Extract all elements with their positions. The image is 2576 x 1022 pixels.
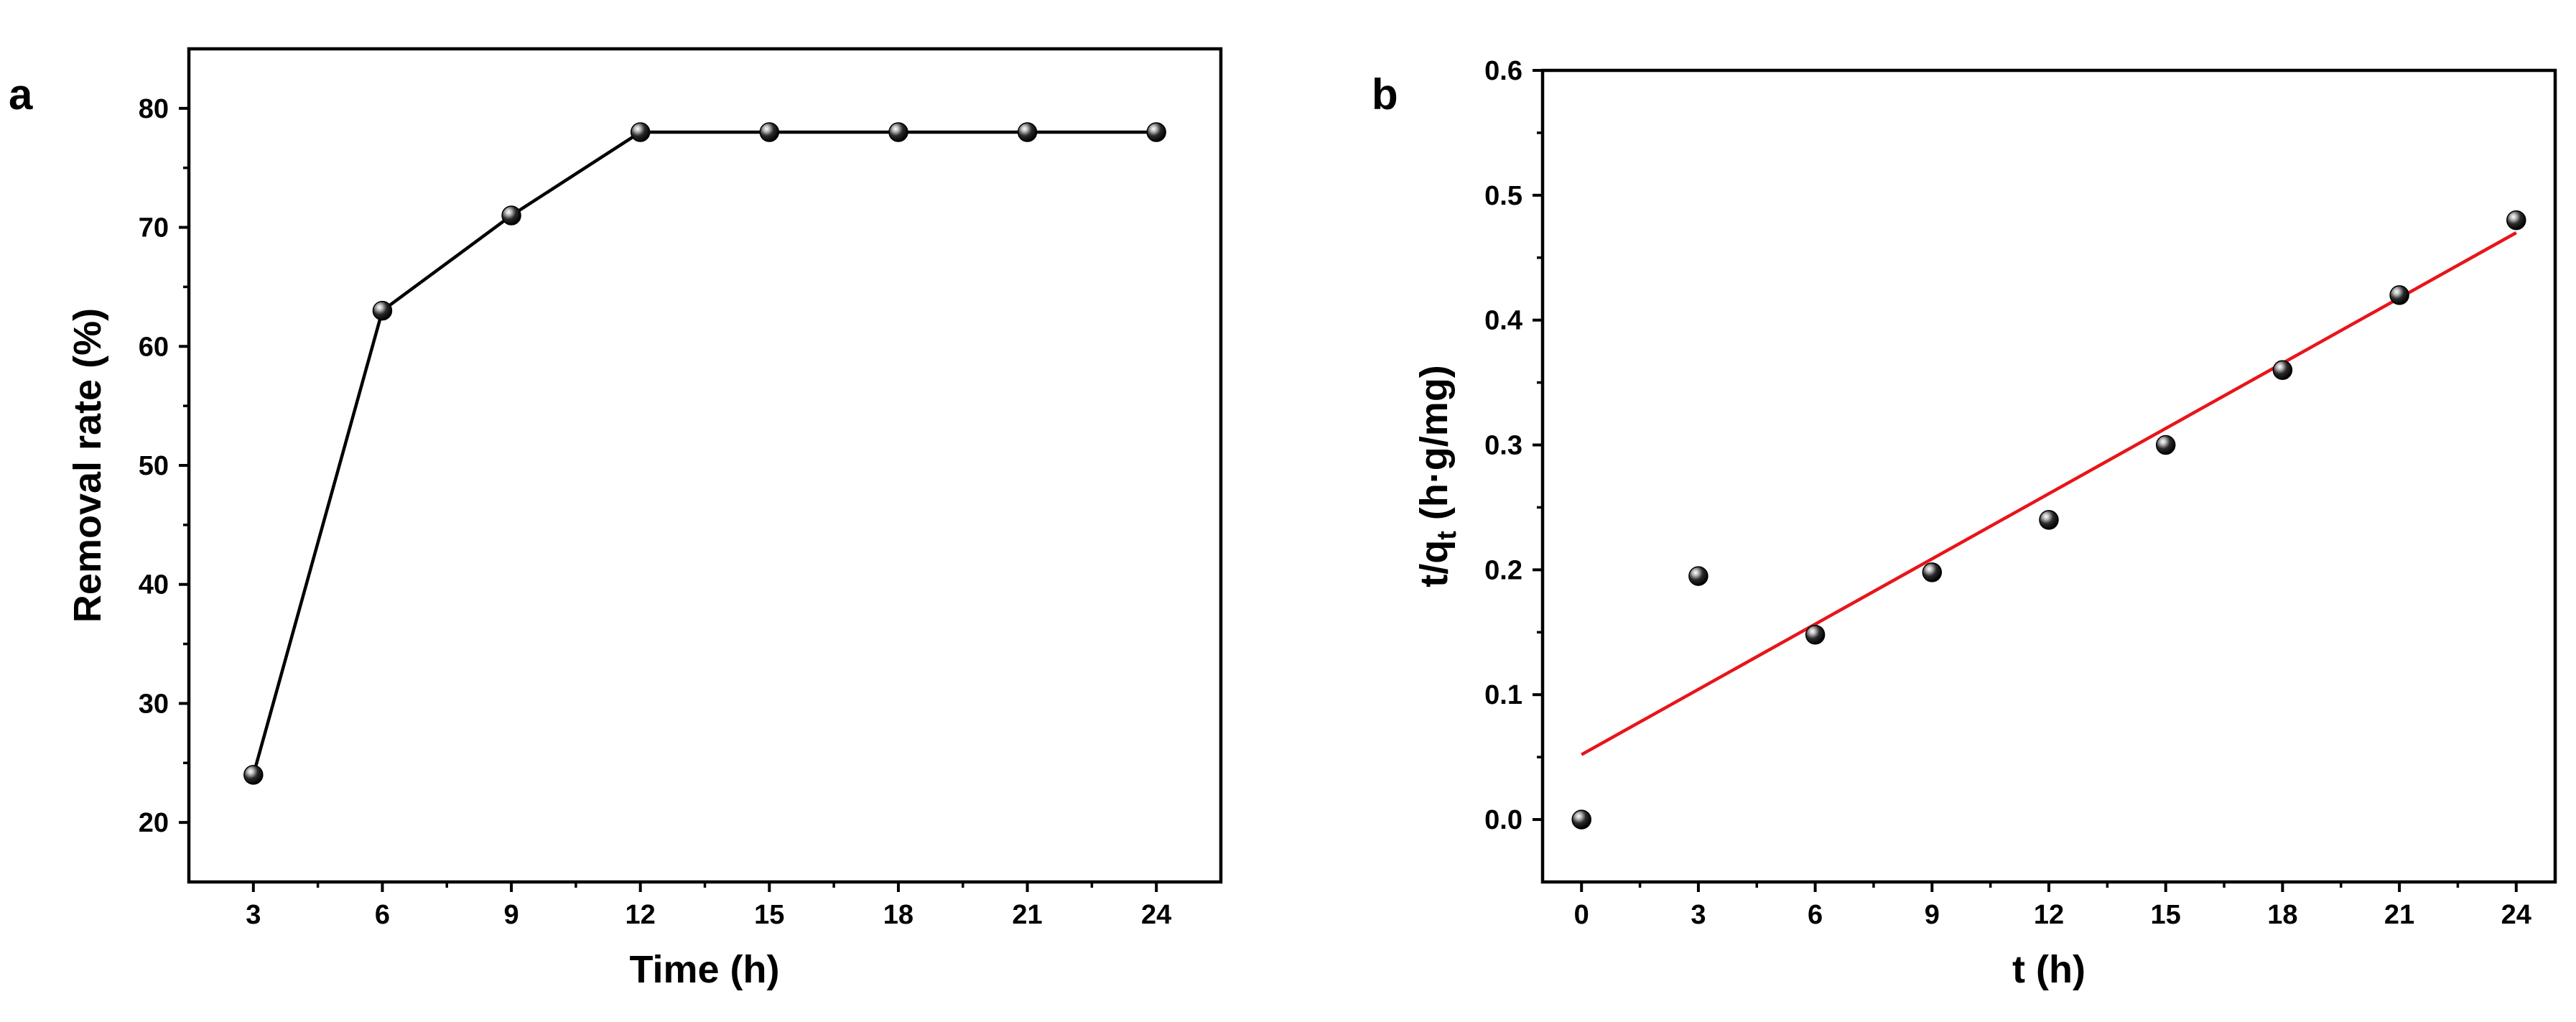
- y-tick-label: 0.6: [1484, 56, 1522, 86]
- y-tick-label: 20: [139, 808, 169, 838]
- data-point: [2272, 360, 2293, 380]
- panel-a-plot-frame: [187, 47, 1223, 884]
- x-tick-label: 21: [1012, 900, 1042, 930]
- y-tick-label: 50: [139, 451, 169, 481]
- data-point: [630, 122, 651, 142]
- y-tick-label: 0.4: [1484, 306, 1522, 336]
- data-point: [888, 122, 908, 142]
- x-tick-label: 9: [1925, 900, 1940, 930]
- y-tick-label: 30: [139, 689, 169, 719]
- data-point: [1688, 566, 1708, 586]
- x-tick-label: 0: [1574, 900, 1589, 930]
- panel-a-x-tick-labels: 3 6 9 12 15 18 21 24: [246, 900, 1171, 930]
- x-tick-label: 15: [2151, 900, 2181, 930]
- x-tick-label: 6: [375, 900, 390, 930]
- data-point: [243, 765, 264, 785]
- x-tick-label: 15: [754, 900, 784, 930]
- panel-b-y-axis-title-main: t/q: [1413, 540, 1456, 587]
- data-point: [1146, 122, 1166, 142]
- panel-b-letter: b: [1372, 70, 1398, 119]
- y-tick-label: 0.1: [1484, 680, 1522, 710]
- panel-a-letter: a: [9, 70, 33, 119]
- x-tick-label: 9: [503, 900, 519, 930]
- data-point: [372, 300, 393, 321]
- data-point: [2389, 285, 2409, 305]
- x-tick-label: 3: [1691, 900, 1706, 930]
- data-point: [1805, 625, 1826, 645]
- panel-b-chart: b 0 3 6 9 12 15 18 21 24 0.0 0.1 0.2 0.3 0.4 0.5 0.6 t…: [1372, 56, 2557, 991]
- panel-b-plot-frame: [1540, 68, 2557, 884]
- panel-b-fit-line: [1581, 231, 2517, 756]
- data-point: [1571, 809, 1591, 830]
- x-tick-label: 18: [883, 900, 913, 930]
- panel-a-y-axis-title: Removal rate (%): [66, 308, 109, 623]
- y-tick-label: 70: [139, 213, 169, 243]
- panel-b-y-tick-labels: 0.0 0.1 0.2 0.3 0.4 0.5 0.6: [1484, 56, 1522, 835]
- x-tick-label: 18: [2267, 900, 2297, 930]
- data-point: [2155, 435, 2176, 455]
- data-point: [501, 205, 521, 226]
- panel-b-ticks: [1533, 69, 2518, 892]
- panel-a-data-points: [243, 122, 1166, 785]
- y-tick-label: 0.2: [1484, 555, 1522, 585]
- panel-b-x-axis-title: t (h): [2012, 948, 2086, 991]
- panel-a-x-axis-title: Time (h): [629, 948, 779, 991]
- data-point: [759, 122, 780, 142]
- data-point: [2039, 510, 2059, 530]
- data-point: [2506, 210, 2526, 231]
- x-tick-label: 6: [1808, 900, 1823, 930]
- panel-b-y-axis-title-units: (h·g/mg): [1413, 365, 1456, 531]
- panel-b-x-tick-labels: 0 3 6 9 12 15 18 21 24: [1574, 900, 2531, 930]
- y-tick-label: 60: [139, 332, 169, 362]
- data-point: [1922, 562, 1943, 582]
- y-tick-label: 0.0: [1484, 805, 1522, 835]
- x-tick-label: 24: [2501, 900, 2531, 930]
- y-tick-label: 80: [139, 94, 169, 124]
- x-tick-label: 12: [626, 900, 656, 930]
- panel-a-ticks: [179, 106, 1158, 892]
- panel-a-series-line: [251, 130, 1157, 776]
- panel-b-data-points: [1571, 210, 2526, 830]
- y-tick-label: 0.3: [1484, 431, 1522, 461]
- x-tick-label: 3: [246, 900, 261, 930]
- x-tick-label: 21: [2384, 900, 2414, 930]
- panel-a-y-tick-labels: 20 30 40 50 60 70 80: [139, 94, 169, 838]
- y-tick-label: 0.5: [1484, 181, 1522, 211]
- panel-b-y-axis-title: t/qt (h·g/mg): [1413, 365, 1462, 587]
- x-tick-label: 24: [1141, 900, 1171, 930]
- x-tick-label: 12: [2034, 900, 2064, 930]
- panel-b-y-axis-title-subscript: t: [1432, 531, 1462, 540]
- y-tick-label: 40: [139, 570, 169, 600]
- data-point: [1017, 122, 1038, 142]
